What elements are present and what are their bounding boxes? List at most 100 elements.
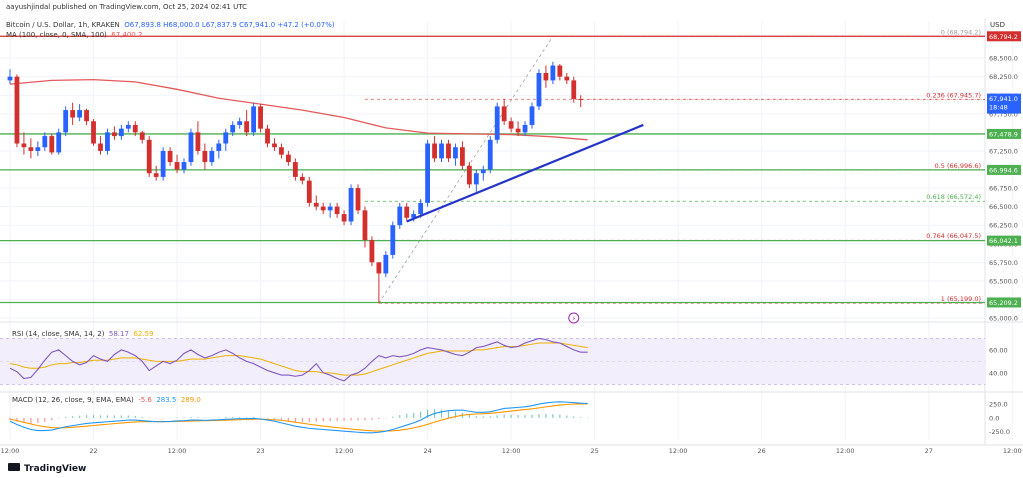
candle-body-42 bbox=[299, 176, 305, 181]
candle-body-63 bbox=[446, 143, 451, 159]
macd-histogram-bar-74 bbox=[524, 415, 526, 418]
macd-histogram-bar-29 bbox=[211, 417, 213, 418]
support-axis-badge-2 bbox=[987, 235, 1021, 246]
candle-body-54 bbox=[383, 254, 389, 274]
price-chart[interactable]: 0 (68,794.2) 0.236 (67,945.7) 0.5 (66,996.… bbox=[0, 0, 1023, 458]
candle-body-21 bbox=[153, 173, 159, 177]
macd-histogram-bar-9 bbox=[72, 416, 74, 418]
ma-label: MA (100, close, 0, SMA, 100) bbox=[6, 31, 107, 39]
rsi-tick-label-0: 60.00 bbox=[989, 346, 1008, 354]
candle-body-28 bbox=[202, 150, 208, 163]
fib-level-label-1: 0.236 (67,945.7) bbox=[926, 91, 981, 99]
candle-body-56 bbox=[397, 206, 403, 226]
macd-histogram-bar-28 bbox=[204, 417, 206, 419]
macd-histogram-bar-64 bbox=[454, 411, 457, 418]
candle-body-32 bbox=[230, 124, 236, 133]
candle-body-4 bbox=[35, 147, 41, 151]
candle-body-3 bbox=[28, 147, 34, 151]
support-axis-label-0: 67,478.9 bbox=[989, 130, 1018, 138]
candle-body-61 bbox=[432, 143, 437, 159]
macd-histogram-bar-51 bbox=[364, 417, 366, 421]
macd-legend[interactable]: MACD (12, 26, close, 9, EMA, EMA) -5.6 2… bbox=[12, 396, 201, 404]
rsi-legend[interactable]: RSI (14, close, SMA, 14, 2) 58.17 62.59 bbox=[12, 330, 153, 338]
y-tick-label-10: 65,750.0 bbox=[989, 259, 1018, 267]
macd-histogram-bar-13 bbox=[99, 415, 102, 418]
candle-body-51 bbox=[362, 210, 368, 241]
y-tick-label-13: 65,000.0 bbox=[989, 315, 1018, 323]
macd-histogram-bar-68 bbox=[482, 416, 484, 418]
support-axis-badge-0 bbox=[987, 128, 1021, 139]
footer-bar: TradingView bbox=[0, 458, 1023, 478]
rsi-tick-label-1: 40.00 bbox=[989, 369, 1008, 377]
candle-body-81 bbox=[571, 80, 577, 99]
macd-histogram-bar-6 bbox=[51, 417, 53, 421]
x-tick-label-4: 12:00 bbox=[335, 447, 354, 455]
macd-histogram-bar-31 bbox=[225, 416, 227, 418]
candle-body-36 bbox=[258, 106, 263, 129]
candle-body-39 bbox=[279, 147, 284, 155]
macd-hist-value: -5.6 bbox=[138, 396, 152, 404]
candle-body-11 bbox=[84, 110, 89, 122]
macd-histogram-bar-52 bbox=[371, 417, 373, 420]
macd-histogram-bar-42 bbox=[301, 417, 303, 422]
candle-body-58 bbox=[411, 214, 417, 218]
macd-tick-label-1: 0.0 bbox=[989, 414, 999, 422]
macd-histogram-bar-32 bbox=[232, 416, 234, 418]
candle-body-76 bbox=[536, 72, 542, 107]
x-tick-label-0: 12:00 bbox=[1, 447, 20, 455]
candle-body-2 bbox=[21, 143, 27, 148]
macd-histogram-bar-22 bbox=[162, 417, 164, 419]
candle-body-59 bbox=[418, 202, 424, 215]
macd-histogram-bar-39 bbox=[280, 417, 283, 421]
candle-body-38 bbox=[272, 143, 277, 148]
fib-level-label-5: 1 (65,199.0) bbox=[941, 295, 981, 303]
macd-histogram-bar-49 bbox=[350, 417, 352, 421]
macd-histogram-bar-81 bbox=[573, 416, 575, 418]
candle-body-78 bbox=[550, 65, 556, 81]
symbol-name: Bitcoin / U.S. Dollar, 1h, KRAKEN bbox=[6, 21, 120, 29]
x-tick-label-2: 12:00 bbox=[168, 447, 187, 455]
macd-histogram-bar-21 bbox=[155, 417, 157, 419]
x-tick-label-6: 12:00 bbox=[502, 447, 521, 455]
fib-top-axis-label: 68,794.2 bbox=[989, 33, 1018, 41]
candle-body-13 bbox=[98, 143, 103, 151]
symbol-title: Bitcoin / U.S. Dollar, 1h, KRAKEN O67,89… bbox=[6, 21, 335, 29]
macd-line-value: 283.5 bbox=[156, 396, 177, 404]
ohlc-values: O67,893.8 H68,000.0 L67,837.9 C67,941.0 … bbox=[124, 21, 335, 29]
y-tick-label-4: 67,250.0 bbox=[989, 147, 1018, 155]
candle-body-48 bbox=[341, 214, 347, 222]
macd-histogram-bar-77 bbox=[545, 413, 547, 418]
x-tick-label-3: 23 bbox=[256, 447, 264, 455]
macd-histogram-bar-40 bbox=[287, 417, 289, 422]
candle-body-37 bbox=[265, 128, 270, 144]
support-axis-label-3: 65,209.2 bbox=[989, 299, 1018, 307]
candle-body-5 bbox=[42, 136, 48, 148]
y-tick-label-11: 65,500.0 bbox=[989, 277, 1018, 285]
candle-body-26 bbox=[188, 132, 194, 163]
macd-tick-label-2: -250.0 bbox=[989, 428, 1010, 436]
candle-body-77 bbox=[543, 72, 549, 81]
candle-body-71 bbox=[501, 106, 507, 122]
macd-histogram-bar-5 bbox=[44, 417, 46, 422]
candle-body-80 bbox=[564, 76, 570, 81]
x-tick-label-12: 12:00 bbox=[1003, 447, 1022, 455]
tradingview-logo[interactable]: TradingView bbox=[8, 462, 86, 474]
y-tick-label-0: 68,500.0 bbox=[989, 55, 1018, 63]
macd-histogram-bar-48 bbox=[343, 417, 345, 421]
x-tick-label-7: 25 bbox=[590, 447, 598, 455]
macd-histogram-bar-79 bbox=[559, 414, 561, 418]
macd-histogram-bar-67 bbox=[475, 416, 477, 418]
tradingview-icon bbox=[8, 462, 20, 471]
candle-body-1 bbox=[14, 76, 20, 144]
candle-body-14 bbox=[105, 132, 110, 151]
candle-body-79 bbox=[557, 65, 563, 77]
macd-histogram-bar-46 bbox=[329, 417, 331, 422]
x-tick-label-9: 26 bbox=[758, 447, 766, 455]
candle-body-24 bbox=[174, 162, 180, 170]
ma-legend[interactable]: MA (100, close, 0, SMA, 100) 67,400.2 bbox=[6, 31, 142, 39]
candle-body-70 bbox=[494, 106, 500, 140]
macd-histogram-bar-12 bbox=[92, 415, 95, 418]
candle-body-65 bbox=[460, 147, 465, 166]
candle-body-57 bbox=[404, 206, 410, 218]
support-axis-label-1: 66,994.6 bbox=[989, 166, 1018, 174]
